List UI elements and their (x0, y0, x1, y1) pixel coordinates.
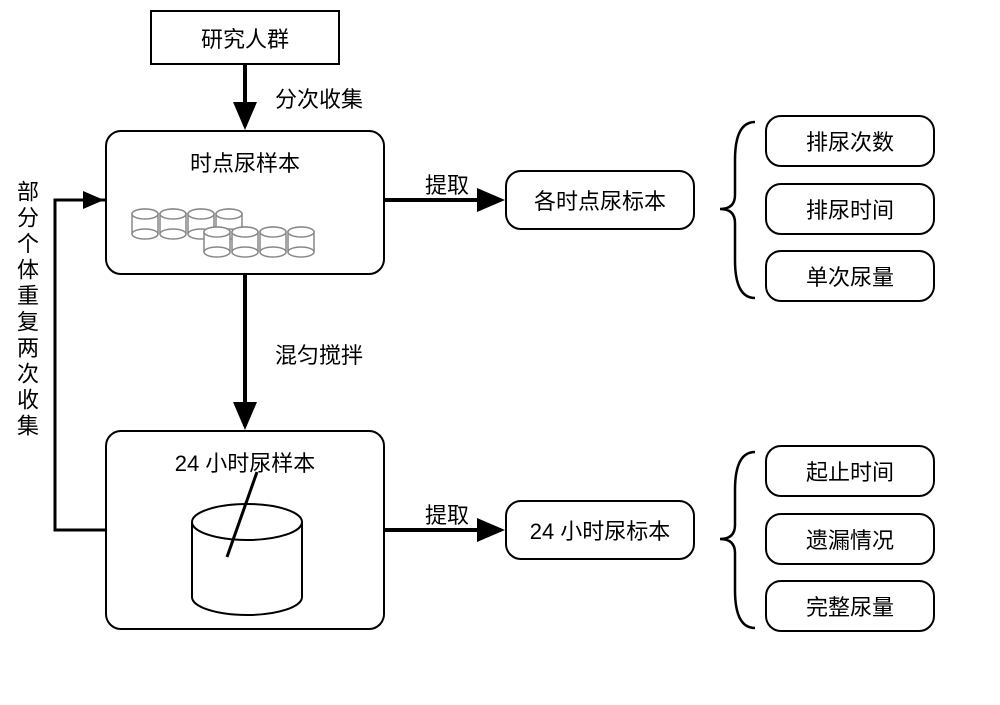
label-collect-batch: 分次收集 (275, 82, 363, 114)
label-urination-count: 排尿次数 (806, 125, 894, 157)
label-extract-1: 提取 (425, 168, 469, 200)
node-24h-sample: 24 小时尿样本 (105, 430, 385, 630)
label-extract-2: 提取 (425, 498, 469, 530)
diagram-canvas: 研究人群 时点尿样本 (0, 0, 1000, 705)
node-population-label: 研究人群 (201, 22, 289, 54)
label-single-volume: 单次尿量 (806, 260, 894, 292)
node-each-timepoint-specimen: 各时点尿标本 (505, 170, 695, 230)
bucket-icon (107, 432, 387, 632)
label-repeat-vertical: 部分个体重复两次收集 (10, 180, 42, 440)
node-each-specimen-label: 各时点尿标本 (534, 184, 666, 216)
label-start-end-time: 起止时间 (806, 455, 894, 487)
node-population: 研究人群 (150, 10, 340, 65)
node-urination-time: 排尿时间 (765, 183, 935, 235)
node-timepoint-sample: 时点尿样本 (105, 130, 385, 275)
node-24h-specimen-label: 24 小时尿标本 (530, 514, 671, 546)
node-total-volume: 完整尿量 (765, 580, 935, 632)
label-urination-time: 排尿时间 (806, 193, 894, 225)
label-missed: 遗漏情况 (806, 523, 894, 555)
node-24h-specimen: 24 小时尿标本 (505, 500, 695, 560)
node-single-volume: 单次尿量 (765, 250, 935, 302)
cups-icon (107, 132, 387, 277)
node-missed: 遗漏情况 (765, 513, 935, 565)
node-urination-count: 排尿次数 (765, 115, 935, 167)
label-total-volume: 完整尿量 (806, 590, 894, 622)
label-mix: 混匀搅拌 (275, 338, 363, 370)
node-start-end-time: 起止时间 (765, 445, 935, 497)
